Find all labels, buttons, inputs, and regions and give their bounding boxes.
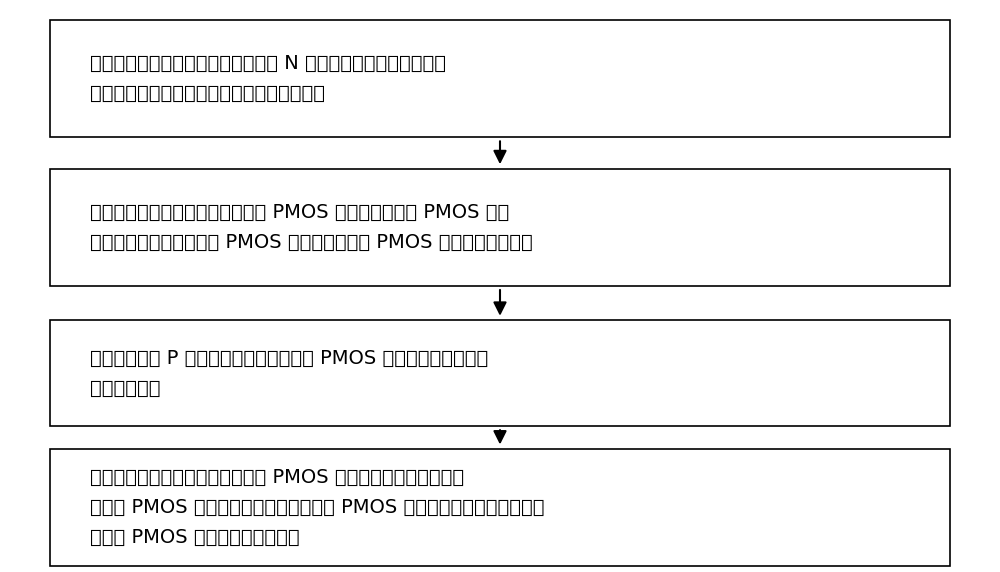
Text: 步骤一、在硬衬底上形成有效隔离的 N 型阱区和场区，在所述阱区: 步骤一、在硬衬底上形成有效隔离的 N 型阱区和场区，在所述阱区 (90, 54, 446, 73)
Text: 第一个 PMOS 晶体管源极和栅极、第二个 PMOS 晶体管的漏极做电极引出，: 第一个 PMOS 晶体管源极和栅极、第二个 PMOS 晶体管的漏极做电极引出， (90, 498, 544, 517)
FancyBboxPatch shape (50, 449, 950, 566)
FancyBboxPatch shape (50, 169, 950, 286)
Text: 管的栅极，定义出第一个 PMOS 晶体管和第二个 PMOS 晶体管的源区和漏: 管的栅极，定义出第一个 PMOS 晶体管和第二个 PMOS 晶体管的源区和漏 (90, 233, 533, 252)
FancyBboxPatch shape (50, 320, 950, 426)
Text: 步骤二、刻蚀多晶硬，形成第一个 PMOS 晶体管和第二个 PMOS 晶体: 步骤二、刻蚀多晶硬，形成第一个 PMOS 晶体管和第二个 PMOS 晶体 (90, 203, 509, 222)
Text: 上方形成栅介质层，在介质层上形成多晶硬。: 上方形成栅介质层，在介质层上形成多晶硬。 (90, 84, 325, 103)
Text: 步骤四、形成所述第一个和第二个 PMOS 晶体管源极和漏极，并使: 步骤四、形成所述第一个和第二个 PMOS 晶体管源极和漏极，并使 (90, 468, 464, 487)
Text: 步骤三、进行 P 型杂质离子注入，第二个 PMOS 晶体管的源极与浮栅: 步骤三、进行 P 型杂质离子注入，第二个 PMOS 晶体管的源极与浮栅 (90, 349, 488, 368)
Text: 第二个 PMOS 晶体管的栅极浮置。: 第二个 PMOS 晶体管的栅极浮置。 (90, 528, 300, 547)
FancyBboxPatch shape (50, 20, 950, 137)
Text: 的耦合区域。: 的耦合区域。 (90, 379, 160, 398)
